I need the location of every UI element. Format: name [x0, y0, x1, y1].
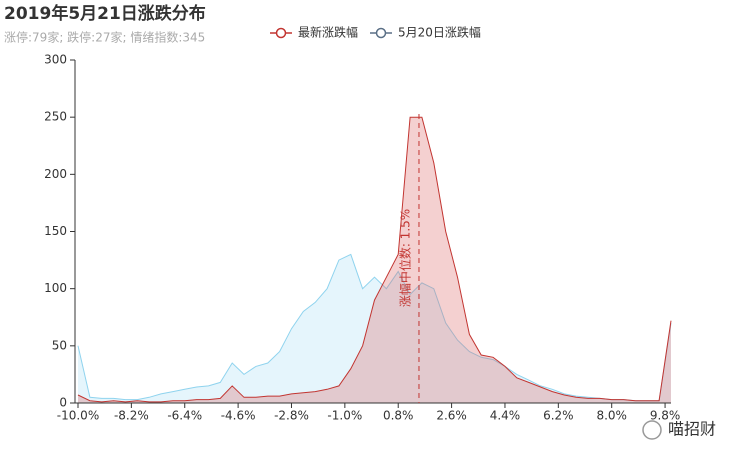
series-line	[77, 253, 672, 402]
median-label: 涨幅中位数: 1.5%	[397, 209, 412, 307]
x-tick-label: 9.8%	[650, 409, 681, 423]
x-tick-label: 8.0%	[596, 409, 627, 423]
x-tick-label: -6.4%	[167, 409, 202, 423]
y-tick-label: 200	[44, 167, 67, 181]
x-tick-label: -10.0%	[57, 409, 99, 423]
y-tick-label: 100	[44, 281, 67, 295]
y-tick-label: 300	[44, 53, 67, 67]
x-tick-label: 2.6%	[436, 409, 467, 423]
y-tick-label: 250	[44, 110, 67, 124]
legend-label: 最新涨跌幅	[298, 25, 358, 40]
x-tick-label: -4.6%	[221, 409, 256, 423]
area-fill	[78, 117, 671, 403]
y-tick-label: 150	[44, 224, 67, 238]
x-tick-label: 6.2%	[543, 409, 574, 423]
watermark: 喵招财	[642, 420, 716, 440]
x-tick-label: 0.8%	[383, 409, 414, 423]
x-tick-label: -1.0%	[327, 409, 362, 423]
y-tick-label: 50	[52, 338, 67, 352]
y-tick-label: 0	[59, 396, 67, 410]
x-tick-label: -8.2%	[114, 409, 149, 423]
watermark-icon	[642, 420, 662, 440]
chart-title: 2019年5月21日涨跌分布	[4, 3, 206, 24]
x-tick-label: -2.8%	[274, 409, 309, 423]
area-fill	[78, 254, 671, 403]
watermark-text: 喵招财	[668, 420, 716, 439]
legend-marker	[275, 27, 287, 39]
legend-marker	[375, 27, 387, 39]
x-tick-label: 4.4%	[490, 409, 521, 423]
legend-label: 5月20日涨跌幅	[398, 25, 481, 40]
series-line	[77, 116, 672, 403]
chart-subtitle: 涨停:79家; 跌停:27家; 情绪指数:345	[4, 30, 205, 45]
